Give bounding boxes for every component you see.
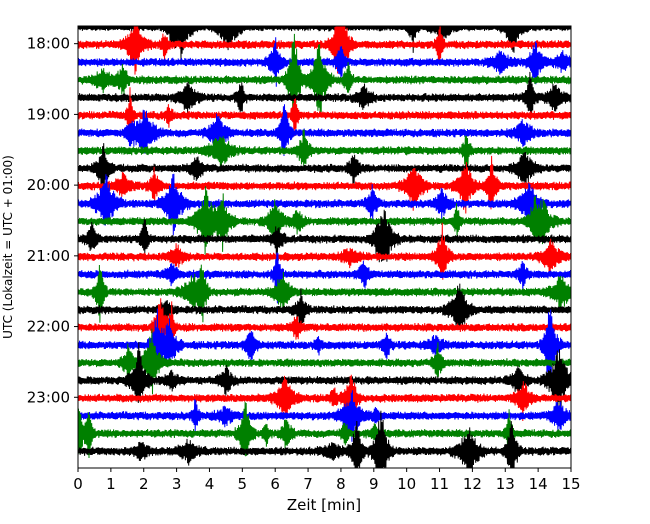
traces-layer — [78, 26, 571, 468]
trace-1915 — [78, 104, 571, 157]
x-tick-label: 13 — [496, 475, 515, 493]
y-tick-label: 23:00 — [27, 388, 70, 406]
trace-1845 — [78, 71, 571, 115]
x-tick-label: 7 — [303, 475, 313, 493]
trace-2300 — [78, 374, 571, 430]
x-tick-label: 12 — [463, 475, 482, 493]
x-tick-label: 5 — [238, 475, 248, 493]
x-tick-label: 2 — [139, 475, 149, 493]
trace-1900 — [78, 87, 571, 141]
trace-2045 — [78, 209, 571, 263]
x-tick-label: 6 — [270, 475, 280, 493]
trace-2115 — [78, 252, 571, 304]
x-tick-label: 4 — [205, 475, 215, 493]
trace-2330 — [78, 401, 571, 459]
trace-2245 — [78, 341, 571, 410]
x-tick-label: 9 — [369, 475, 379, 493]
trace-1945 — [78, 143, 571, 192]
trace-2345 — [78, 410, 571, 468]
trace-2315 — [78, 390, 571, 442]
x-axis-label: Zeit [min] — [287, 496, 361, 514]
trace-2030 — [78, 186, 571, 255]
trace-2130 — [78, 264, 571, 323]
plot-frame — [77, 25, 572, 469]
x-tick-label: 0 — [73, 475, 83, 493]
y-axis-label: UTC (Lokalzeit = UTC + 01:00) — [1, 155, 15, 339]
y-tick-label: 19:00 — [27, 105, 70, 123]
trace-2230 — [78, 328, 571, 395]
trace-1930 — [78, 129, 571, 170]
x-tick-label: 14 — [529, 475, 548, 493]
x-tick-label: 3 — [172, 475, 182, 493]
trace-1800 — [78, 26, 571, 75]
trace-2015 — [78, 173, 571, 236]
x-axis: 0 1 2 3 4 5 6 7 8 9 10 11 12 13 14 15 — [73, 468, 581, 493]
x-tick-label: 8 — [336, 475, 346, 493]
y-tick-label: 18:00 — [27, 35, 70, 53]
x-tick-label: 10 — [397, 475, 416, 493]
x-tick-label: 1 — [106, 475, 116, 493]
y-tick-label: 21:00 — [27, 247, 70, 265]
trace-1745 — [78, 26, 571, 60]
y-tick-label: 20:00 — [27, 176, 70, 194]
x-tick-label: 15 — [561, 475, 580, 493]
trace-2100 — [78, 222, 571, 280]
x-tick-label: 11 — [430, 475, 449, 493]
y-tick-label: 22:00 — [27, 318, 70, 336]
y-axis: 18:00 19:00 20:00 21:00 22:00 23:00 — [27, 35, 78, 406]
